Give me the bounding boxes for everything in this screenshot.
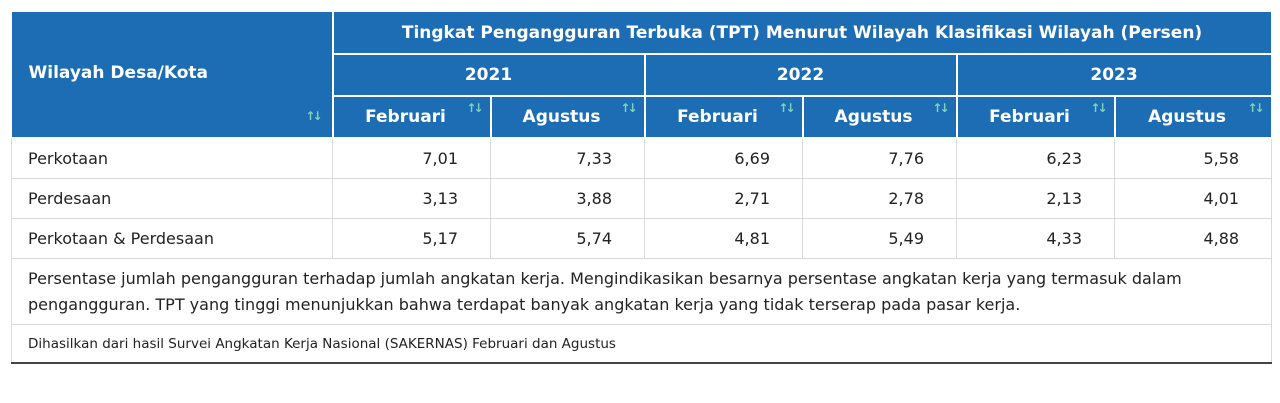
table-main-title: Tingkat Pengangguran Terbuka (TPT) Menur… (331, 10, 1273, 55)
sort-icon[interactable]: ↑↓ (305, 109, 322, 123)
table-cell: 7,01 (332, 137, 491, 179)
tpt-table-container: Wilayah Desa/Kota ↑↓ Tingkat Penganggura… (10, 10, 1273, 364)
table-cell: 6,23 (956, 137, 1115, 179)
sort-icon[interactable]: ↑↓ (778, 101, 795, 115)
year-header-2021: 2021 (331, 53, 646, 97)
sort-icon[interactable]: ↑↓ (1247, 101, 1264, 115)
row-label: Perkotaan & Perdesaan (11, 218, 333, 259)
sort-icon[interactable]: ↑↓ (1090, 101, 1107, 115)
table-cell: 7,33 (490, 137, 645, 179)
column-header-label: Februari (989, 107, 1070, 127)
table-cell: 5,17 (332, 218, 491, 259)
year-header-2022: 2022 (643, 53, 958, 97)
year-header-2023: 2023 (955, 53, 1273, 97)
column-header-label: Agustus (834, 107, 913, 127)
table-cell: 4,33 (956, 218, 1115, 259)
column-header-label: Februari (365, 107, 446, 127)
sort-icon[interactable]: ↑↓ (466, 101, 483, 115)
tpt-table: Wilayah Desa/Kota ↑↓ Tingkat Penganggura… (10, 10, 1273, 364)
column-header-2023-februari[interactable]: Februari ↑↓ (955, 95, 1116, 139)
table-cell: 6,69 (644, 137, 803, 179)
region-header-label: Wilayah Desa/Kota (28, 62, 209, 83)
table-cell: 3,13 (332, 178, 491, 219)
source-row: Dihasilkan dari hasil Survei Angkatan Ke… (10, 324, 1273, 364)
table-cell: 2,78 (802, 178, 957, 219)
table-cell: 5,58 (1113, 137, 1273, 179)
description-row: Persentase jumlah pengangguran terhadap … (10, 258, 1273, 325)
column-header-label: Agustus (522, 107, 601, 127)
table-cell: 2,71 (644, 178, 803, 219)
table-row: Perdesaan 3,13 3,88 2,71 2,78 2,13 4,01 (11, 178, 1273, 219)
column-header-label: Februari (677, 107, 758, 127)
table-cell: 7,76 (802, 137, 957, 179)
table-cell: 2,13 (956, 178, 1115, 219)
table-cell: 5,74 (490, 218, 645, 259)
region-header[interactable]: Wilayah Desa/Kota ↑↓ (11, 10, 334, 139)
table-cell: 4,01 (1113, 178, 1273, 219)
column-header-label: Agustus (1148, 107, 1226, 127)
sort-icon[interactable]: ↑↓ (932, 101, 949, 115)
column-header-2023-agustus[interactable]: Agustus ↑↓ (1113, 95, 1273, 139)
column-header-2022-agustus[interactable]: Agustus ↑↓ (801, 95, 958, 139)
table-row: Perkotaan & Perdesaan 5,17 5,74 4,81 5,4… (11, 218, 1273, 259)
table-cell: 3,88 (490, 178, 645, 219)
column-header-2021-agustus[interactable]: Agustus ↑↓ (489, 95, 646, 139)
column-header-2021-februari[interactable]: Februari ↑↓ (331, 95, 492, 139)
table-cell: 4,81 (644, 218, 803, 259)
table-cell: 4,88 (1113, 218, 1273, 259)
table-source-note: Dihasilkan dari hasil Survei Angkatan Ke… (10, 324, 1273, 364)
table-cell: 5,49 (802, 218, 957, 259)
table-description: Persentase jumlah pengangguran terhadap … (10, 258, 1273, 325)
row-label: Perkotaan (11, 137, 333, 179)
column-header-2022-februari[interactable]: Februari ↑↓ (643, 95, 804, 139)
row-label: Perdesaan (11, 178, 333, 219)
sort-icon[interactable]: ↑↓ (620, 101, 637, 115)
table-row: Perkotaan 7,01 7,33 6,69 7,76 6,23 5,58 (11, 137, 1273, 179)
